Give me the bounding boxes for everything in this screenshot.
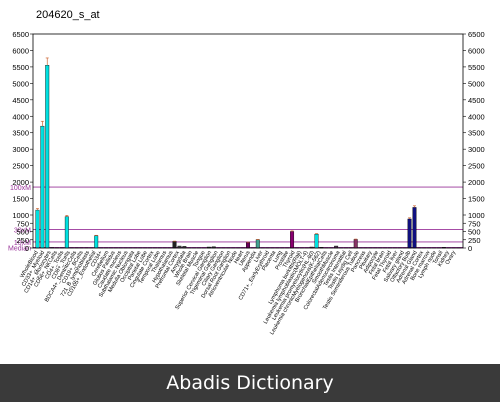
y-tick-label-right: 4500 xyxy=(468,96,485,105)
y-tick-label-left: 1000 xyxy=(12,211,29,220)
y-tick-label-left: 2500 xyxy=(12,162,29,171)
y-tick-label-left: 3000 xyxy=(12,145,29,154)
reference-line-label: 100xM xyxy=(10,185,31,192)
bar xyxy=(94,235,99,249)
bar xyxy=(412,207,417,249)
y-tick-label-left: 4500 xyxy=(12,96,29,105)
bar xyxy=(172,241,177,249)
y-tick-label-left: 2000 xyxy=(12,178,29,187)
bar xyxy=(45,65,50,249)
y-tick-label-left: 5500 xyxy=(12,63,29,72)
bar xyxy=(314,233,319,249)
y-tick-label-left: 6000 xyxy=(12,46,29,55)
y-tick-label-right: 2500 xyxy=(468,162,485,171)
y-tick-label-left: 0 xyxy=(25,244,29,253)
y-tick-label-left: 4000 xyxy=(12,112,29,121)
plot-frame xyxy=(32,33,464,249)
y-tick-label-left: 250 xyxy=(16,236,29,245)
y-tick-label-left: 6500 xyxy=(12,30,29,39)
y-tick-label-right: 3000 xyxy=(468,145,485,154)
reference-line-label: Median xyxy=(8,245,31,252)
y-tick-label-right: 6000 xyxy=(468,46,485,55)
bar xyxy=(290,231,295,249)
y-tick-label-right: 6500 xyxy=(468,30,485,39)
x-tick-label: Liver xyxy=(253,250,264,264)
y-tick-label-right: 3500 xyxy=(468,129,485,138)
y-tick-label-right: 1500 xyxy=(468,195,485,204)
footer-text: Abadis Dictionary xyxy=(166,372,334,394)
y-tick-label-right: 500 xyxy=(468,228,481,237)
reference-line-label: 30xM xyxy=(14,228,31,235)
y-tick-label-left: 3500 xyxy=(12,129,29,138)
y-tick-label-right: 5000 xyxy=(468,79,485,88)
x-tick-label: Lung xyxy=(272,250,283,264)
reference-line-label: 10xM xyxy=(14,240,31,247)
x-tick-labels: WholeBloodCD33+_MyeloidCD14+_MonocytesCD… xyxy=(19,249,457,336)
y-tick-label-right: 4000 xyxy=(468,112,485,121)
y-tick-label-right: 0 xyxy=(468,244,472,253)
bar xyxy=(40,125,45,249)
y-tick-label-left: 500 xyxy=(16,228,29,237)
y-tick-label-right: 1000 xyxy=(468,211,485,220)
y-tick-label-right: 5500 xyxy=(468,63,485,72)
y-tick-label-left: 5000 xyxy=(12,79,29,88)
y-tick-label-right: 250 xyxy=(468,236,481,245)
y-tick-label-left: 750 xyxy=(16,219,29,228)
bar xyxy=(64,216,69,249)
bars xyxy=(35,57,461,249)
bar xyxy=(246,242,250,249)
footer-banner: Abadis Dictionary xyxy=(0,364,500,402)
bar xyxy=(35,209,40,249)
bar xyxy=(353,239,358,249)
y-tick-label-right: 750 xyxy=(468,219,481,228)
chart-title: 204620_s_at xyxy=(36,9,100,21)
y-tick-label-right: 2000 xyxy=(468,178,485,187)
y-tick-label-left: 1500 xyxy=(12,195,29,204)
bar xyxy=(407,218,412,249)
bar xyxy=(255,239,260,249)
